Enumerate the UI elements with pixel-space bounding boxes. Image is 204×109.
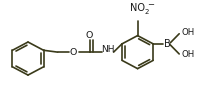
Text: −: − (147, 0, 154, 9)
Text: NH: NH (101, 45, 114, 54)
Text: 2: 2 (144, 9, 149, 14)
Text: NO: NO (130, 3, 145, 13)
Text: OH: OH (181, 28, 194, 37)
Text: OH: OH (181, 50, 194, 59)
Text: B: B (164, 39, 171, 49)
Text: O: O (86, 31, 93, 40)
Text: O: O (70, 48, 77, 57)
